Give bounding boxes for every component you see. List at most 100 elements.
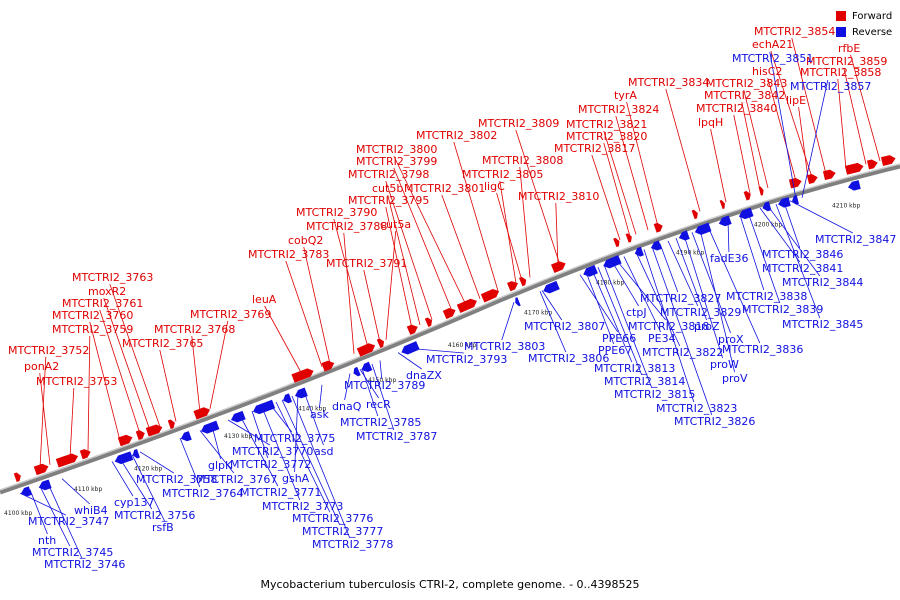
genome-backbone-highlight: [0, 163, 900, 491]
leader-line: [87, 335, 91, 452]
forward-gene: [625, 233, 632, 243]
reverse-gene-label: recR: [366, 398, 391, 411]
forward-gene-label: MTCTRI2_3817: [554, 142, 635, 155]
reverse-gene-label: cyp137: [114, 496, 155, 509]
caption: Mycobacterium tuberculosis CTRI-2, compl…: [260, 578, 640, 591]
reverse-gene: [762, 201, 772, 212]
forward-gene: [33, 463, 49, 476]
leader-line: [539, 291, 567, 353]
reverse-gene-label: MTCTRI2_3787: [356, 430, 437, 443]
leader-line: [275, 401, 331, 513]
forward-gene-label: MTCTRI2_3834: [628, 76, 709, 89]
forward-gene: [743, 191, 751, 201]
reverse-gene: [180, 431, 192, 442]
reverse-gene-label: MTCTRI2_3773: [262, 500, 343, 513]
forward-gene-label: MTCTRI2_3801: [404, 182, 485, 195]
reverse-gene-label: MTCTRI2_3822: [642, 346, 723, 359]
leader-line: [769, 51, 797, 200]
leader-line: [555, 202, 559, 266]
forward-gene: [480, 289, 500, 303]
reverse-gene-label: ask: [310, 408, 329, 421]
leader-line: [775, 203, 821, 319]
reverse-gene: [515, 297, 521, 307]
reverse-gene-label: MTCTRI2_3829: [660, 306, 741, 319]
leader-line: [393, 167, 453, 312]
reverse-gene-label: MTCTRI2_3764: [162, 487, 243, 500]
reverse-gene-label: MTCTRI2_3776: [292, 512, 373, 525]
reverse-gene-label: MTCTRI2_3839: [742, 303, 823, 316]
leader-line: [294, 393, 299, 473]
leader-line: [139, 451, 175, 474]
forward-gene-label: MTCTRI2_3808: [482, 154, 563, 167]
tick-label: 4180 kbp: [596, 279, 624, 286]
forward-gene: [880, 155, 896, 166]
leader-line: [361, 368, 379, 417]
leader-line: [611, 261, 639, 307]
leader-line: [191, 335, 201, 413]
forward-gene-label: MTCTRI2_3769: [190, 308, 271, 321]
reverse-gene-label: MTCTRI2_3746: [44, 558, 125, 571]
forward-gene-label: MTCTRI2_3790: [296, 206, 377, 219]
forward-gene-label: ligC: [484, 180, 505, 193]
reverse-gene-label: rsfB: [152, 521, 174, 534]
forward-gene: [321, 360, 335, 372]
leader-line: [99, 309, 141, 434]
tick-label: 4110 kbp: [74, 486, 102, 493]
reverse-gene-label: MTCTRI2_3847: [815, 233, 896, 246]
forward-gene-label: MTCTRI2_3768: [154, 323, 235, 336]
tick-label: 4160 kbp: [448, 342, 476, 349]
leader-line: [264, 305, 303, 375]
reverse-gene-label: MTCTRI2_3785: [340, 416, 421, 429]
forward-gene: [550, 261, 566, 273]
forward-gene: [167, 419, 175, 429]
forward-gene: [291, 368, 314, 383]
forward-gene-label: MTCTRI2_3765: [122, 337, 203, 350]
leader-line: [103, 297, 151, 431]
forward-gene-label: cut5a: [380, 218, 411, 231]
reverse-swatch: [836, 27, 846, 37]
leader-line: [767, 77, 797, 182]
forward-gene: [506, 281, 518, 292]
reverse-gene-label: PE34: [648, 332, 676, 345]
leader-line: [496, 192, 523, 281]
forward-gene: [613, 237, 620, 248]
reverse-gene-label: ctpJ: [626, 306, 647, 319]
leader-line: [131, 454, 165, 522]
tick-label: 4100 kbp: [4, 510, 32, 517]
tick-label: 4130 kbp: [224, 433, 252, 440]
forward-gene-label: MTCTRI2_3783: [248, 248, 329, 261]
forward-gene-label: moxR2: [88, 285, 126, 298]
forward-gene-label: ponA2: [24, 360, 59, 373]
forward-gene-label: hisC2: [752, 65, 782, 78]
reverse-gene-label: MTCTRI2_3818: [628, 320, 709, 333]
reverse-gene: [353, 366, 361, 377]
reverse-gene-label: nth: [38, 534, 56, 547]
legend: Forward Reverse: [836, 8, 892, 40]
tick-label: 4200 kbp: [754, 222, 782, 229]
reverse-gene-label: MTCTRI2_3771: [240, 486, 321, 499]
leader-line: [209, 320, 229, 409]
reverse-gene: [38, 479, 52, 491]
leader-line: [385, 206, 413, 329]
leader-line: [359, 369, 379, 399]
forward-gene-label: MTCTRI2_3805: [462, 168, 543, 181]
leader-line: [767, 205, 821, 277]
leader-line: [343, 232, 355, 354]
leader-line: [597, 267, 643, 376]
reverse-gene-label: MTCTRI2_3756: [114, 509, 195, 522]
reverse-gene-label: MTCTRI2_3846: [762, 248, 843, 261]
forward-gene-label: MTCTRI2_3760: [52, 309, 133, 322]
reverse-gene-label: proV: [722, 372, 748, 385]
forward-gene: [518, 276, 527, 287]
reverse-gene: [20, 486, 32, 497]
leader-line: [61, 478, 91, 505]
leader-line: [591, 154, 621, 241]
reverse-gene-label: MTCTRI2_3827: [640, 292, 721, 305]
leader-line: [379, 360, 383, 380]
forward-gene-label: MTCTRI2_3858: [800, 66, 881, 79]
leader-line: [179, 437, 201, 488]
forward-gene: [13, 472, 21, 483]
leader-line: [739, 215, 765, 291]
leader-line: [579, 274, 619, 333]
forward-gene-label: MTCTRI2_3843: [706, 77, 787, 90]
